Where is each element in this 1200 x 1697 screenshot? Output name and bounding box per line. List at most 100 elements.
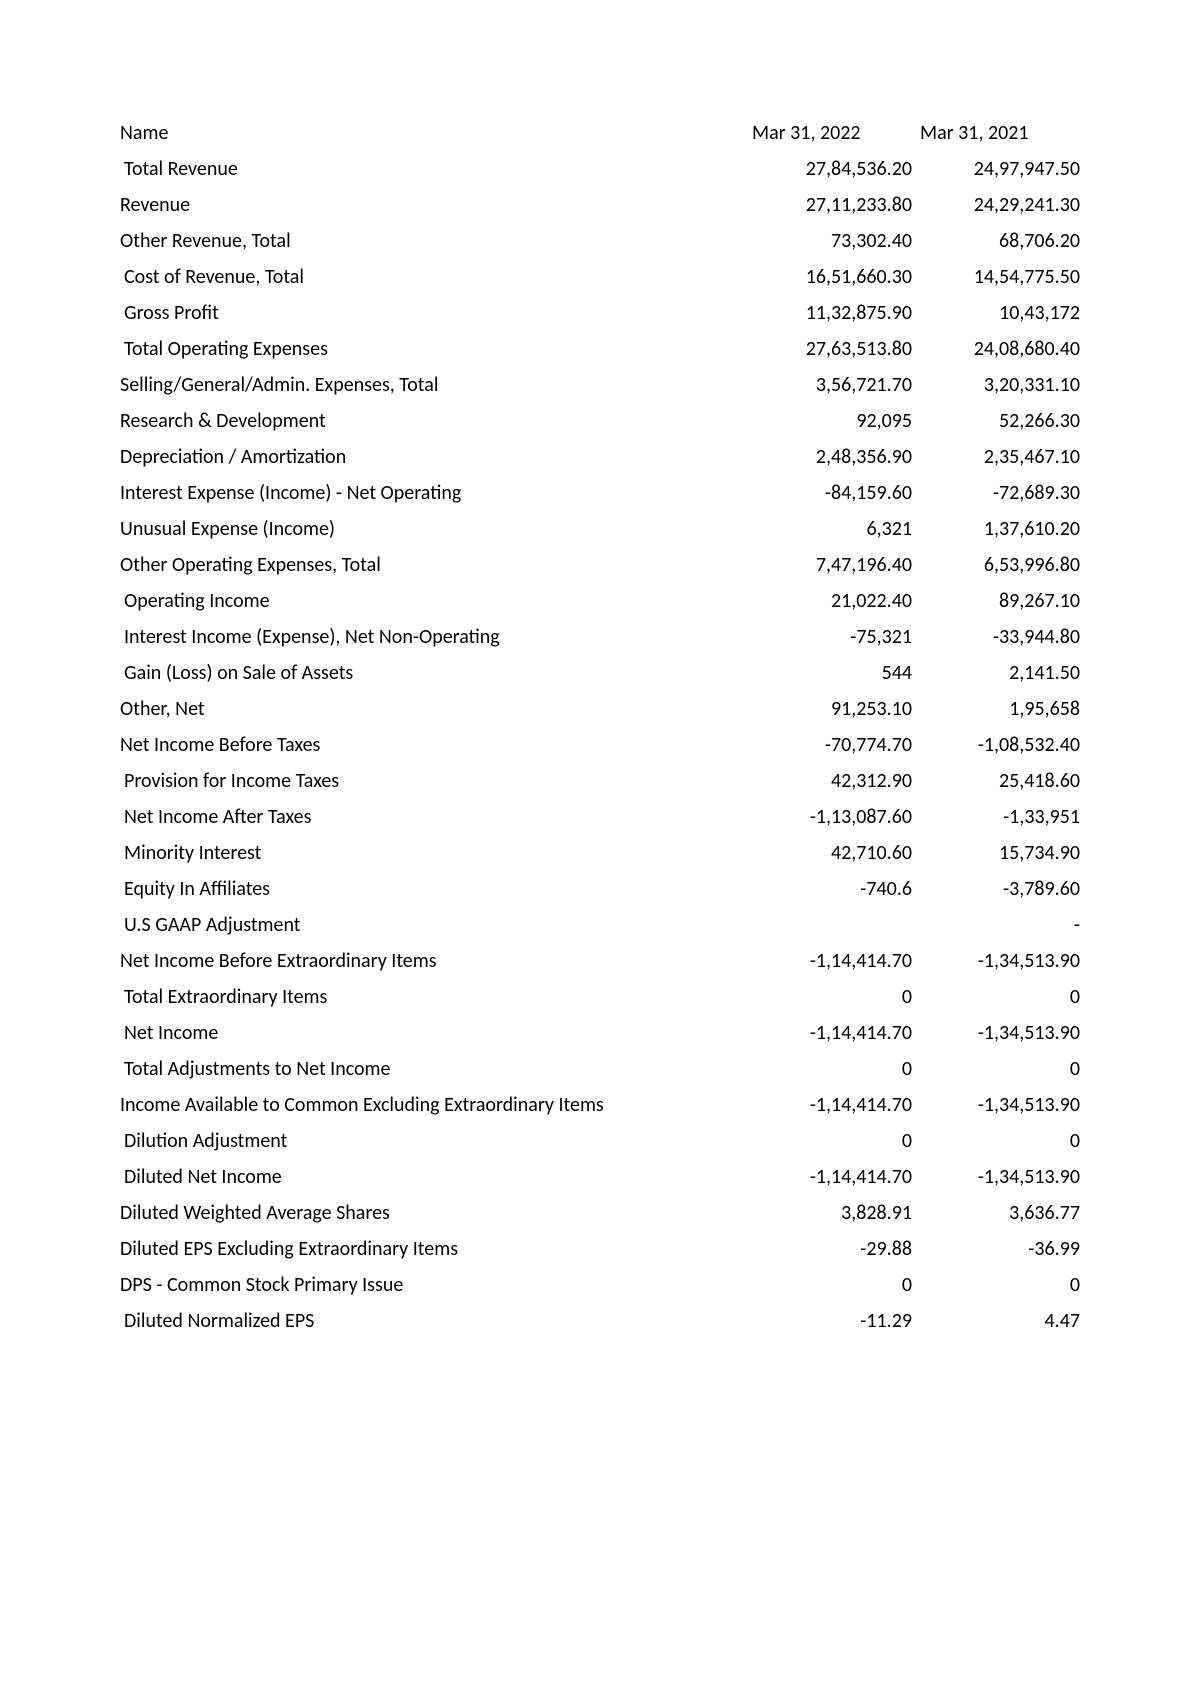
table-row: Total Adjustments to Net Income00	[120, 1051, 1080, 1087]
row-name-cell: Net Income	[120, 1015, 752, 1051]
table-row: Unusual Expense (Income)6,3211,37,610.20	[120, 511, 1080, 547]
row-value-2021: -1,34,513.90	[920, 1159, 1080, 1195]
row-value-2021: 68,706.20	[920, 223, 1080, 259]
row-name-cell: Cost of Revenue, Total	[120, 259, 752, 295]
row-value-2021: 0	[920, 979, 1080, 1015]
row-value-2022: 0	[752, 979, 920, 1015]
row-name-cell: Depreciation / Amortization	[120, 439, 752, 475]
table-row: Net Income After Taxes-1,13,087.60-1,33,…	[120, 799, 1080, 835]
row-value-2021: -1,08,532.40	[920, 727, 1080, 763]
row-value-2022: -75,321	[752, 619, 920, 655]
row-value-2021: -1,34,513.90	[920, 1087, 1080, 1123]
financial-statement-page: NameMar 31, 2022Mar 31, 2021Total Revenu…	[0, 0, 1200, 1339]
table-row: Minority Interest42,710.6015,734.90	[120, 835, 1080, 871]
row-value-2021: 10,43,172	[920, 295, 1080, 331]
table-row: Interest Expense (Income) - Net Operatin…	[120, 475, 1080, 511]
row-name-cell: Diluted Net Income	[120, 1159, 752, 1195]
column-header-name: Name	[120, 115, 752, 151]
table-row: Research & Development92,09552,266.30	[120, 403, 1080, 439]
row-name-cell: Operating Income	[120, 583, 752, 619]
row-value-2022: 3,56,721.70	[752, 367, 920, 403]
row-name-cell: Revenue	[120, 187, 752, 223]
table-row: Diluted Weighted Average Shares3,828.913…	[120, 1195, 1080, 1231]
row-value-2021: 24,08,680.40	[920, 331, 1080, 367]
row-name-cell: Income Available to Common Excluding Ext…	[120, 1087, 752, 1123]
table-row: Revenue27,11,233.8024,29,241.30	[120, 187, 1080, 223]
row-value-2021: -1,33,951	[920, 799, 1080, 835]
table-row: Net Income Before Extraordinary Items-1,…	[120, 943, 1080, 979]
table-row: Diluted Normalized EPS-11.294.47	[120, 1303, 1080, 1339]
row-name-cell: Equity In Affiliates	[120, 871, 752, 907]
table-row: Other Operating Expenses, Total7,47,196.…	[120, 547, 1080, 583]
row-value-2021: 14,54,775.50	[920, 259, 1080, 295]
row-name-cell: Net Income Before Extraordinary Items	[120, 943, 752, 979]
row-value-2021: 1,37,610.20	[920, 511, 1080, 547]
row-value-2022: 27,84,536.20	[752, 151, 920, 187]
row-value-2022: -11.29	[752, 1303, 920, 1339]
row-value-2021: 89,267.10	[920, 583, 1080, 619]
table-row: Depreciation / Amortization2,48,356.902,…	[120, 439, 1080, 475]
row-value-2022: 42,710.60	[752, 835, 920, 871]
row-name-cell: Minority Interest	[120, 835, 752, 871]
row-value-2022: 73,302.40	[752, 223, 920, 259]
row-name-cell: DPS - Common Stock Primary Issue	[120, 1267, 752, 1303]
table-row: Gross Profit11,32,875.9010,43,172	[120, 295, 1080, 331]
row-value-2022	[752, 907, 920, 943]
row-value-2021: 2,35,467.10	[920, 439, 1080, 475]
table-row: Cost of Revenue, Total16,51,660.3014,54,…	[120, 259, 1080, 295]
row-value-2021: 24,29,241.30	[920, 187, 1080, 223]
row-name-cell: Total Extraordinary Items	[120, 979, 752, 1015]
table-row: Other Revenue, Total73,302.4068,706.20	[120, 223, 1080, 259]
row-value-2022: 6,321	[752, 511, 920, 547]
table-row: DPS - Common Stock Primary Issue00	[120, 1267, 1080, 1303]
table-row: Diluted EPS Excluding Extraordinary Item…	[120, 1231, 1080, 1267]
row-value-2022: 27,11,233.80	[752, 187, 920, 223]
row-value-2022: 7,47,196.40	[752, 547, 920, 583]
table-row: Selling/General/Admin. Expenses, Total3,…	[120, 367, 1080, 403]
table-row: Total Extraordinary Items00	[120, 979, 1080, 1015]
row-value-2022: 21,022.40	[752, 583, 920, 619]
row-value-2021: 52,266.30	[920, 403, 1080, 439]
row-value-2021: -72,689.30	[920, 475, 1080, 511]
row-value-2022: -1,14,414.70	[752, 943, 920, 979]
row-name-cell: Research & Development	[120, 403, 752, 439]
row-name-cell: Unusual Expense (Income)	[120, 511, 752, 547]
table-row: Operating Income21,022.4089,267.10	[120, 583, 1080, 619]
row-name-cell: Net Income Before Taxes	[120, 727, 752, 763]
row-name-cell: U.S GAAP Adjustment	[120, 907, 752, 943]
row-value-2021: 6,53,996.80	[920, 547, 1080, 583]
row-name-cell: Total Operating Expenses	[120, 331, 752, 367]
table-header-row: NameMar 31, 2022Mar 31, 2021	[120, 115, 1080, 151]
row-value-2022: -70,774.70	[752, 727, 920, 763]
table-body: NameMar 31, 2022Mar 31, 2021Total Revenu…	[120, 115, 1080, 1339]
row-value-2021: 25,418.60	[920, 763, 1080, 799]
row-value-2022: 0	[752, 1267, 920, 1303]
row-value-2021: 0	[920, 1123, 1080, 1159]
row-value-2021: 15,734.90	[920, 835, 1080, 871]
row-name-cell: Gain (Loss) on Sale of Assets	[120, 655, 752, 691]
row-name-cell: Selling/General/Admin. Expenses, Total	[120, 367, 752, 403]
row-value-2022: -1,14,414.70	[752, 1159, 920, 1195]
row-name-cell: Diluted Weighted Average Shares	[120, 1195, 752, 1231]
row-value-2021: 24,97,947.50	[920, 151, 1080, 187]
row-name-cell: Interest Income (Expense), Net Non-Opera…	[120, 619, 752, 655]
row-value-2022: 16,51,660.30	[752, 259, 920, 295]
row-value-2022: 42,312.90	[752, 763, 920, 799]
row-value-2022: 91,253.10	[752, 691, 920, 727]
table-row: U.S GAAP Adjustment -	[120, 907, 1080, 943]
table-row: Total Revenue27,84,536.2024,97,947.50	[120, 151, 1080, 187]
row-name-cell: Total Revenue	[120, 151, 752, 187]
row-value-2021: -	[920, 907, 1080, 943]
row-value-2022: -29.88	[752, 1231, 920, 1267]
row-value-2021: 0	[920, 1267, 1080, 1303]
row-value-2022: 11,32,875.90	[752, 295, 920, 331]
row-value-2021: -3,789.60	[920, 871, 1080, 907]
table-row: Equity In Affiliates-740.6-3,789.60	[120, 871, 1080, 907]
row-name-cell: Interest Expense (Income) - Net Operatin…	[120, 475, 752, 511]
row-name-cell: Diluted Normalized EPS	[120, 1303, 752, 1339]
row-value-2022: 544	[752, 655, 920, 691]
row-value-2021: 2,141.50	[920, 655, 1080, 691]
table-row: Gain (Loss) on Sale of Assets5442,141.50	[120, 655, 1080, 691]
column-header-2022: Mar 31, 2022	[752, 115, 920, 151]
table-row: Provision for Income Taxes42,312.9025,41…	[120, 763, 1080, 799]
